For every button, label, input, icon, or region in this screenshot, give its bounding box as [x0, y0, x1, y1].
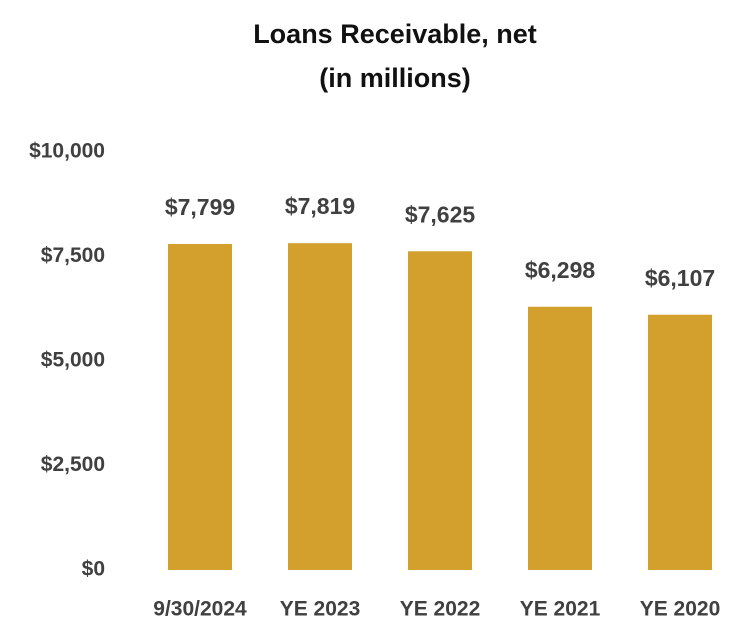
x-tick-label: YE 2021	[520, 598, 601, 621]
x-tick-label: YE 2022	[400, 598, 481, 621]
y-tick-label: $0	[82, 558, 105, 581]
bar	[408, 251, 472, 570]
value-label: $7,799	[165, 194, 235, 220]
value-label: $7,625	[405, 201, 476, 227]
y-tick-label: $10,000	[29, 140, 105, 163]
chart-title: Loans Receivable, net	[253, 19, 537, 49]
bar	[528, 306, 592, 570]
y-tick-label: $5,000	[41, 349, 105, 372]
x-tick-label: 9/30/2024	[153, 598, 247, 621]
x-tick-label: YE 2023	[280, 598, 361, 621]
y-tick-label: $2,500	[41, 453, 105, 476]
bar	[168, 244, 232, 570]
bar	[288, 243, 352, 570]
value-label: $6,298	[525, 257, 596, 283]
y-tick-label: $7,500	[41, 244, 105, 267]
x-tick-label: YE 2020	[640, 598, 721, 621]
value-label: $7,819	[285, 193, 355, 219]
chart-subtitle: (in millions)	[319, 63, 471, 93]
value-label: $6,107	[645, 265, 715, 291]
bar	[648, 314, 712, 570]
